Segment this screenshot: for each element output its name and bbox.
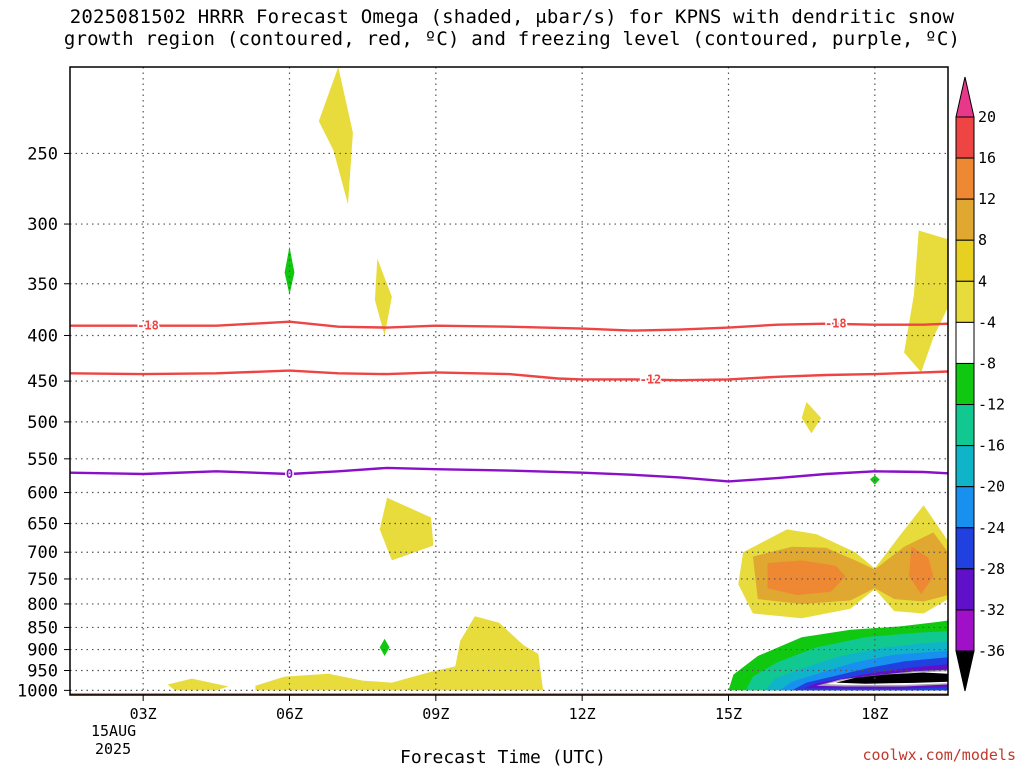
x-tick-label: 15Z <box>715 705 742 723</box>
y-tick-label: 300 <box>27 215 58 235</box>
colorbar-box <box>955 609 975 652</box>
omega-region <box>374 258 392 336</box>
omega-shading-layer <box>70 67 948 695</box>
colorbar-label: -12 <box>978 396 1005 414</box>
colorbar-box <box>955 404 975 447</box>
x-tick-label: 09Z <box>422 705 449 723</box>
y-tick-label: 850 <box>27 618 58 638</box>
grid-layer <box>70 67 948 695</box>
contour-label: -12 <box>640 372 662 386</box>
x-tick-label: 12Z <box>569 705 596 723</box>
colorbar-box <box>955 568 975 611</box>
x-tick-label: 06Z <box>276 705 303 723</box>
colorbar-box <box>955 445 975 488</box>
colorbar-label: -36 <box>978 642 1005 660</box>
source-credit: coolwx.com/models <box>862 746 1016 764</box>
y-tick-label: 450 <box>27 372 58 392</box>
y-tick-label: 900 <box>27 641 58 661</box>
omega-region <box>167 678 229 691</box>
contour-line <box>70 466 948 483</box>
omega-region <box>801 402 822 434</box>
y-tick-label: 750 <box>27 570 58 590</box>
omega-region <box>255 616 544 691</box>
y-tick-label: 550 <box>27 450 58 470</box>
colorbar-label: 20 <box>978 108 996 126</box>
colorbar-label: 8 <box>978 231 987 249</box>
colorbar-label: -28 <box>978 560 1005 578</box>
contour-line <box>70 369 948 382</box>
date-day-label: 15AUG <box>91 722 137 740</box>
chart-title: 2025081502 HRRR Forecast Omega (shaded, … <box>0 6 1024 50</box>
contour-layer: -18 -18 -12 0 <box>70 315 948 483</box>
y-tick-label: 600 <box>27 484 58 504</box>
colorbar-box <box>955 157 975 200</box>
y-tick-label: 500 <box>27 413 58 433</box>
y-tick-label: 650 <box>27 515 58 535</box>
colorbar-label: -32 <box>978 601 1005 619</box>
contour-label: -18 <box>825 317 847 331</box>
y-tick-label: 350 <box>27 275 58 295</box>
omega-region <box>379 638 390 656</box>
y-tick-label: 250 <box>27 144 58 164</box>
colorbar-label: -24 <box>978 519 1005 537</box>
y-tick-label: 950 <box>27 662 58 682</box>
contour-label: 0 <box>286 467 293 481</box>
colorbar-box <box>955 280 975 323</box>
omega-region <box>909 546 934 595</box>
colorbar-box <box>955 321 975 364</box>
chart-title-line-2: growth region (contoured, red, ºC) and f… <box>63 28 961 50</box>
x-axis-label: Forecast Time (UTC) <box>400 747 606 768</box>
omega-region <box>379 497 434 561</box>
omega-region <box>904 230 948 373</box>
ground-strip <box>70 693 948 695</box>
colorbar-label: -4 <box>978 313 996 331</box>
colorbar-box <box>955 527 975 570</box>
y-tick-label: 700 <box>27 543 58 563</box>
colorbar-label: -16 <box>978 437 1005 455</box>
date-year-label: 2025 <box>95 740 132 758</box>
x-tick-label: 03Z <box>130 705 157 723</box>
colorbar-label: -8 <box>978 354 996 372</box>
y-tick-label: 400 <box>27 326 58 346</box>
colorbar-box <box>955 116 975 159</box>
colorbar-box <box>955 239 975 282</box>
y-tick-label: 1000 <box>17 681 58 701</box>
contour-line <box>70 320 948 332</box>
colorbar-label: 4 <box>978 272 987 290</box>
colorbar-cap-bottom <box>955 650 975 692</box>
omega-region <box>318 67 353 205</box>
colorbar: 20 16 12 8 4 -4 -8 -12 -16 -20 -24 -28 -32 -36 <box>955 76 1005 692</box>
colorbar-label: 12 <box>978 190 996 208</box>
chart-title-line-1: 2025081502 HRRR Forecast Omega (shaded, … <box>69 6 955 28</box>
omega-region <box>767 560 846 596</box>
y-tick-label: 800 <box>27 595 58 615</box>
x-tick-label: 18Z <box>861 705 888 723</box>
colorbar-cap-top <box>955 76 975 118</box>
colorbar-box <box>955 198 975 241</box>
omega-region <box>835 672 948 684</box>
colorbar-label: -20 <box>978 478 1005 496</box>
colorbar-box <box>955 362 975 406</box>
colorbar-box <box>955 486 975 529</box>
contour-label: -18 <box>137 319 159 333</box>
colorbar-label: 16 <box>978 149 996 167</box>
